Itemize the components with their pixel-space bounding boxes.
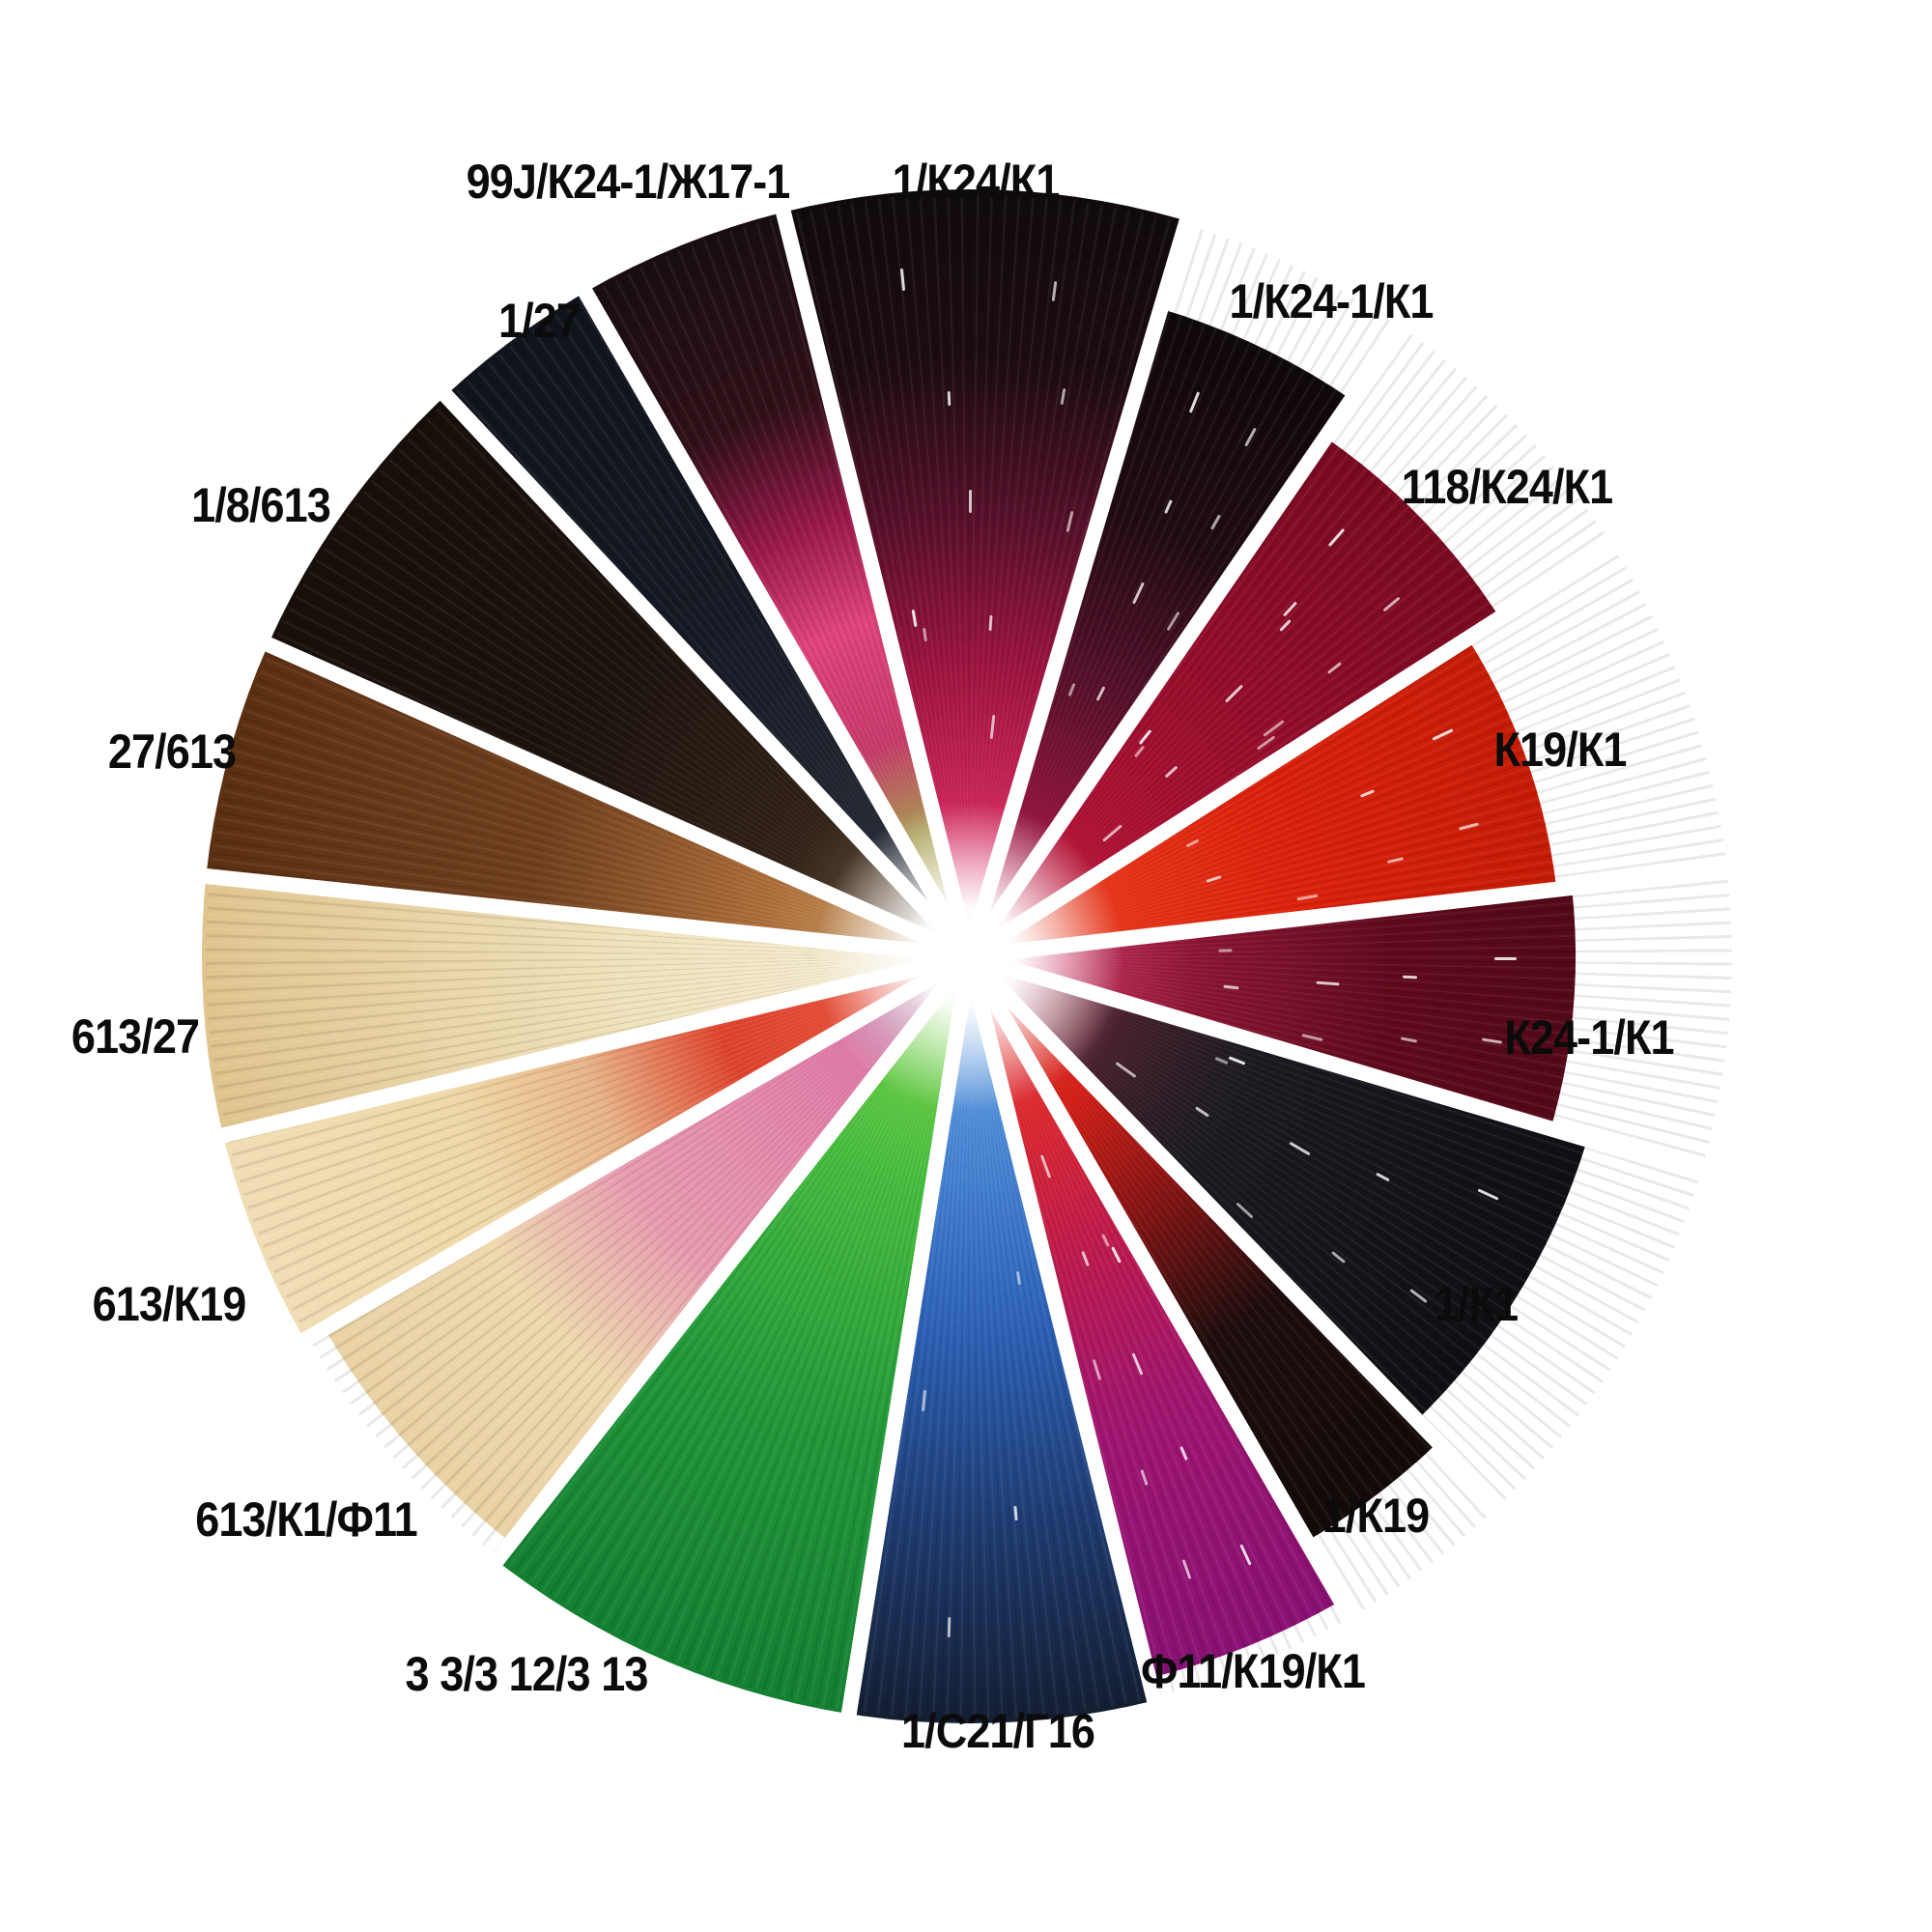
color-code-label-15: 1/8/613	[191, 478, 331, 532]
sparkle-streak	[947, 1616, 951, 1637]
color-code-label-6: 1/К1	[1434, 1277, 1519, 1331]
color-code-label-12: 613/К19	[92, 1277, 247, 1331]
color-code-label-2: 1/К24-1/К1	[1229, 274, 1434, 328]
color-code-label-4: К19/К1	[1493, 723, 1627, 777]
color-code-label-8: Ф11/К19/К1	[1140, 1644, 1366, 1698]
color-code-label-1: 1/К24/К1	[892, 155, 1061, 209]
color-code-label-7: 1/К19	[1321, 1489, 1430, 1543]
sparkle-streak	[1218, 949, 1233, 952]
color-code-label-17: 99J/К24-1/Ж17-1	[466, 155, 791, 209]
color-code-label-10: 3 3/3 12/3 13	[405, 1647, 648, 1701]
color-code-label-16: 1/27	[498, 294, 581, 348]
color-code-label-9: 1/С21/Г16	[900, 1704, 1095, 1758]
color-code-label-5: К24-1/К1	[1504, 1010, 1674, 1065]
color-code-label-13: 613/27	[71, 1009, 200, 1064]
sparkle-streak	[1494, 956, 1518, 960]
color-code-label-3: 118/К24/К1	[1401, 460, 1614, 514]
color-code-label-11: 613/К1/Ф11	[195, 1492, 417, 1547]
color-code-label-14: 27/613	[107, 724, 237, 779]
sparkle-streak	[968, 489, 972, 513]
sparkle-streak	[947, 390, 952, 406]
